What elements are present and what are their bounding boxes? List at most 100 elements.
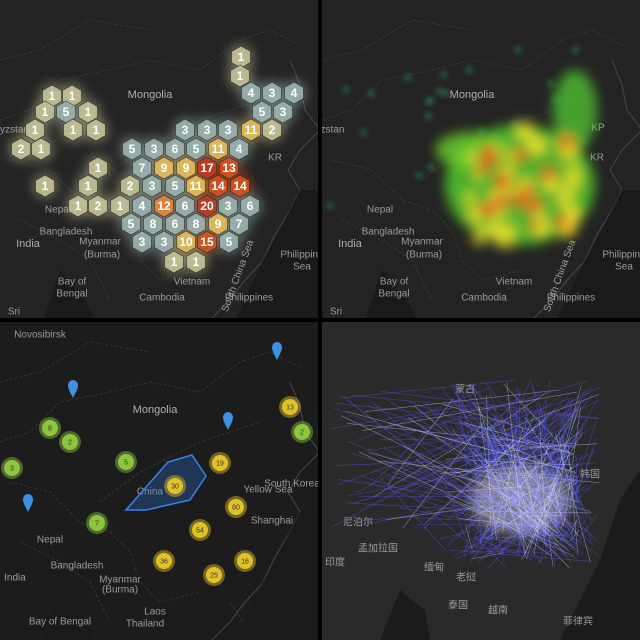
hexbin	[273, 100, 293, 124]
flow-line	[522, 443, 598, 449]
cluster	[62, 434, 78, 450]
border	[341, 219, 433, 301]
hexbin-count: 9	[215, 217, 222, 231]
hexbin	[68, 194, 88, 218]
map-label: Laos	[144, 607, 166, 618]
hexbin-count: 5	[259, 105, 266, 119]
map-label: 缅甸	[424, 561, 444, 574]
hexbin	[176, 230, 196, 254]
flow-line	[560, 528, 599, 556]
flow-line	[558, 409, 573, 450]
hexbin	[110, 194, 130, 218]
hexbin-count: 9	[183, 161, 190, 175]
sea	[366, 270, 416, 318]
flow-line	[338, 479, 459, 498]
hexbin-count: 11	[190, 179, 203, 193]
map-label: 孟加拉国	[358, 542, 398, 555]
marker-pin	[23, 494, 33, 512]
map-label: Yellow Sea	[243, 485, 293, 496]
hexbin-count: 5	[128, 217, 135, 231]
hexbin-count: 6	[247, 199, 254, 213]
hexbin	[186, 212, 206, 236]
hexbin	[262, 81, 282, 105]
hexbin-count: 1	[49, 89, 56, 103]
map-label: Philippine	[280, 250, 324, 261]
hexbin	[121, 212, 141, 236]
hexbin-count: 4	[236, 142, 243, 156]
hexbin-count: 14	[233, 179, 247, 193]
flow-line	[418, 394, 563, 498]
heat-spot	[476, 225, 488, 237]
border	[0, 19, 151, 61]
flow-line	[390, 426, 572, 481]
border	[322, 19, 473, 61]
marker-pin	[272, 342, 282, 360]
map-label: Sea	[293, 262, 311, 273]
border	[421, 99, 583, 181]
hexbin-count: 1	[237, 69, 244, 83]
flow-line	[414, 498, 470, 544]
map-label: (Burma)	[406, 250, 442, 261]
hexbin-count: 7	[139, 161, 146, 175]
map-label: Sri	[8, 307, 20, 318]
heat-dot	[368, 90, 375, 97]
hexbin-count: 1	[193, 255, 200, 269]
cluster	[237, 553, 253, 569]
map-label: Bay of	[380, 277, 409, 288]
hexbin-count: 1	[69, 89, 76, 103]
heat-spot	[564, 165, 582, 183]
cluster	[167, 478, 183, 494]
flow-line	[548, 408, 577, 464]
map-label: Nepal	[45, 205, 71, 216]
map-label: Myanmar	[401, 237, 443, 248]
heat-dot	[342, 86, 349, 93]
hexbin	[143, 212, 163, 236]
border	[0, 29, 301, 121]
hexbin-count: 14	[211, 179, 225, 193]
flow-line	[472, 460, 571, 466]
hexbin-count: 3	[149, 179, 156, 193]
map-label: Bengal	[378, 289, 409, 300]
hexbin	[230, 174, 250, 198]
hexbin-count: 1	[93, 123, 100, 137]
flow-line	[444, 493, 499, 551]
flow-line	[422, 461, 490, 531]
hexbin-count: 1	[95, 161, 102, 175]
flow-line	[402, 420, 485, 529]
flow-line	[380, 390, 600, 419]
hexbin	[175, 194, 195, 218]
hexbin-count: 4	[291, 86, 298, 100]
map-label: rgyzstan	[0, 125, 29, 136]
hexbin-count: 8	[150, 217, 157, 231]
sea	[380, 590, 430, 640]
flow-line	[530, 380, 571, 490]
flow-line	[364, 389, 559, 413]
cluster-hull	[124, 454, 207, 511]
hexbin-count: 17	[200, 161, 214, 175]
hexbin-count: 1	[42, 105, 49, 119]
flow-line	[533, 398, 587, 445]
flow-line	[471, 552, 505, 560]
hexbin	[165, 174, 185, 198]
hexbin-count: 8	[193, 217, 200, 231]
heat-spot	[476, 160, 489, 174]
hexbin	[78, 100, 98, 124]
hexbin	[208, 137, 228, 161]
hexbin	[241, 118, 261, 142]
heat-dot	[415, 172, 422, 179]
cluster	[4, 460, 20, 476]
heat-spot	[494, 228, 515, 249]
cluster-count: 19	[216, 460, 224, 467]
heat-dot	[572, 46, 579, 53]
map-label: Philippine	[602, 250, 640, 261]
flow-line	[570, 519, 578, 535]
map-label: India	[338, 238, 363, 250]
hexbin	[197, 230, 217, 254]
heat-dot	[547, 80, 554, 87]
flow-line	[470, 551, 590, 562]
border	[322, 29, 623, 121]
map-label: Sea	[615, 262, 633, 273]
flow-line	[541, 463, 595, 465]
heat-spot	[464, 191, 477, 205]
